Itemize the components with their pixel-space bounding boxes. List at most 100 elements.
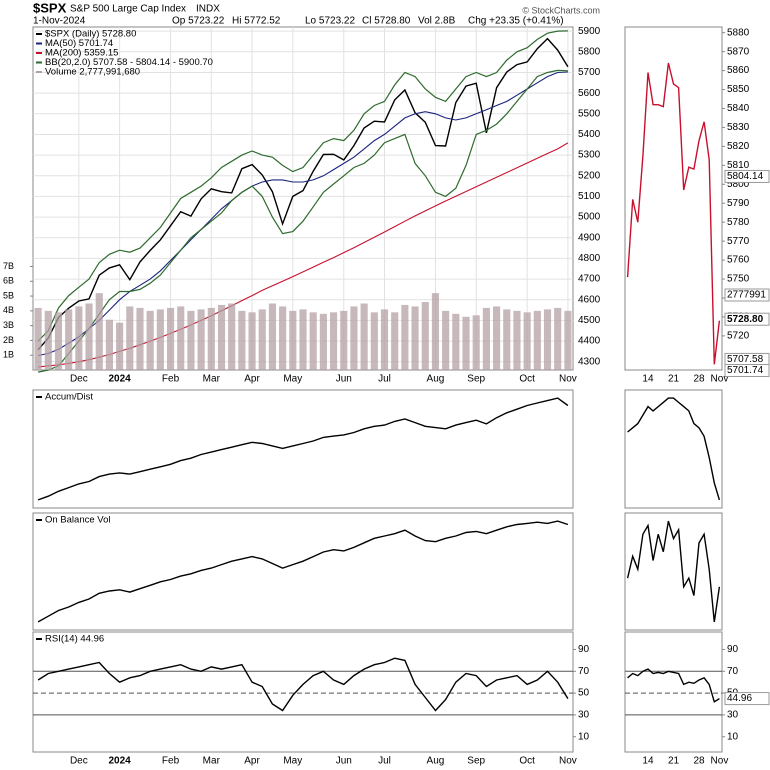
y-tick-label: 5200 (578, 170, 601, 181)
volume-bar (340, 310, 348, 370)
legend-entry: MA(200) 5359.15 (45, 48, 118, 59)
x-tick-label: Dec (70, 374, 88, 385)
volume-bar (166, 307, 175, 370)
legend-swatch (36, 61, 42, 64)
y-tick-label: 5830 (727, 122, 750, 133)
volume-bar (503, 309, 511, 370)
series-line (627, 668, 720, 703)
x-tick-label: 2024 (108, 756, 131, 767)
x-tick-label: Aug (427, 756, 445, 767)
volume-bar (442, 310, 450, 370)
exchange: INDX (196, 4, 220, 15)
x-tick-label: Nov (559, 756, 577, 767)
volume-label: 2777991 (727, 290, 766, 301)
x-tick-label: 28 (693, 374, 705, 385)
volume-bar (482, 307, 490, 370)
volume-bar (452, 313, 460, 370)
y-tick-label: 5800 (578, 46, 601, 57)
value-label: 5804.14 (727, 171, 764, 182)
value-label: 5707.58 (727, 354, 764, 365)
volume-bar (401, 304, 409, 370)
legend-swatch (36, 71, 42, 73)
volume-bar (248, 312, 256, 370)
x-tick-label: Sep (467, 756, 485, 767)
x-tick-label: 14 (642, 756, 654, 767)
x-tick-label: 21 (668, 374, 680, 385)
y-tick-label: 50 (578, 688, 590, 699)
value-label: 5728.80 (727, 314, 764, 325)
volume-bar (523, 312, 531, 370)
close: Cl 5728.80 (362, 16, 411, 27)
y-tick-label: 5400 (578, 129, 601, 140)
y-tick-label: 90 (727, 644, 739, 655)
volume-bar (370, 312, 378, 370)
legend-entry: MA(50) 5701.74 (45, 38, 113, 49)
legend-entry: Accum/Dist (45, 392, 93, 403)
volume-bar (54, 312, 63, 370)
volume-bar (564, 310, 572, 370)
x-tick-label: Jun (336, 756, 352, 767)
y-tick-label: 10 (578, 731, 590, 742)
index-name: S&P 500 Large Cap Index (70, 4, 186, 15)
panel-frame (624, 512, 723, 631)
y-tick-label: 5760 (727, 255, 750, 266)
series-line (37, 520, 569, 623)
value-label-box (724, 692, 770, 706)
series-line (627, 397, 721, 501)
y-tick-label: 5700 (578, 67, 601, 78)
x-tick-label: 2024 (108, 374, 131, 385)
bollinger-lower (37, 69, 568, 373)
x-tick-label: Oct (519, 374, 535, 385)
volume-bar (279, 306, 287, 370)
y2-tick-label: 6B (3, 276, 14, 286)
volume-bar (421, 301, 429, 370)
y-tick-label: 5500 (578, 108, 601, 119)
volume-bar (380, 309, 389, 370)
x-tick-label: 14 (642, 374, 654, 385)
open: Op 5723.22 (172, 16, 225, 27)
volume-bar (268, 303, 276, 370)
volume-bar (116, 322, 124, 370)
y-tick-label: 4900 (578, 232, 601, 243)
volume-bar (258, 309, 266, 370)
y2-tick-label: 5B (3, 290, 14, 300)
volume-bar (543, 309, 552, 370)
panel-frame (624, 389, 723, 509)
credit: © StockCharts.com (522, 5, 600, 15)
legend-swatch (36, 52, 42, 54)
value-label-box (724, 363, 770, 377)
legend-entry: BB(20,2.0) 5707.58 - 5804.14 - 5900.70 (45, 57, 213, 68)
volume-bar (289, 310, 297, 370)
y2-tick-label: 2B (3, 335, 14, 345)
y-tick-label: 4300 (578, 356, 601, 367)
y-tick-label: 90 (578, 644, 590, 655)
date: 1-Nov-2024 (33, 16, 86, 27)
x-tick-label: Nov (711, 756, 729, 767)
y2-tick-label: 4B (3, 305, 14, 315)
y-tick-label: 4700 (578, 274, 601, 285)
volume-bar (207, 307, 215, 370)
high: Hi 5772.52 (232, 16, 281, 27)
y-tick-label: 5900 (578, 26, 601, 37)
x-tick-label: Oct (519, 756, 535, 767)
series-line (37, 397, 569, 501)
y-tick-label: 5850 (727, 84, 750, 95)
volume-bar (533, 310, 541, 370)
y-tick-label: 30 (578, 710, 590, 721)
volume-bar (319, 313, 327, 370)
x-tick-label: Nov (559, 374, 577, 385)
legend-swatch (36, 42, 42, 45)
volume-bar (391, 312, 399, 370)
volume-bar (217, 304, 226, 370)
panel-frame (32, 512, 574, 631)
symbol: $SPX (33, 0, 67, 15)
legend-entry: Volume 2,777,991,680 (45, 67, 140, 78)
value-label-box (724, 288, 770, 302)
volume-bar (299, 309, 307, 370)
value-label-box (724, 169, 770, 183)
volume-bar (156, 309, 164, 370)
value-label: 5701.74 (727, 365, 764, 376)
y-tick-label: 4600 (578, 294, 601, 305)
legend-swatch (36, 33, 42, 35)
